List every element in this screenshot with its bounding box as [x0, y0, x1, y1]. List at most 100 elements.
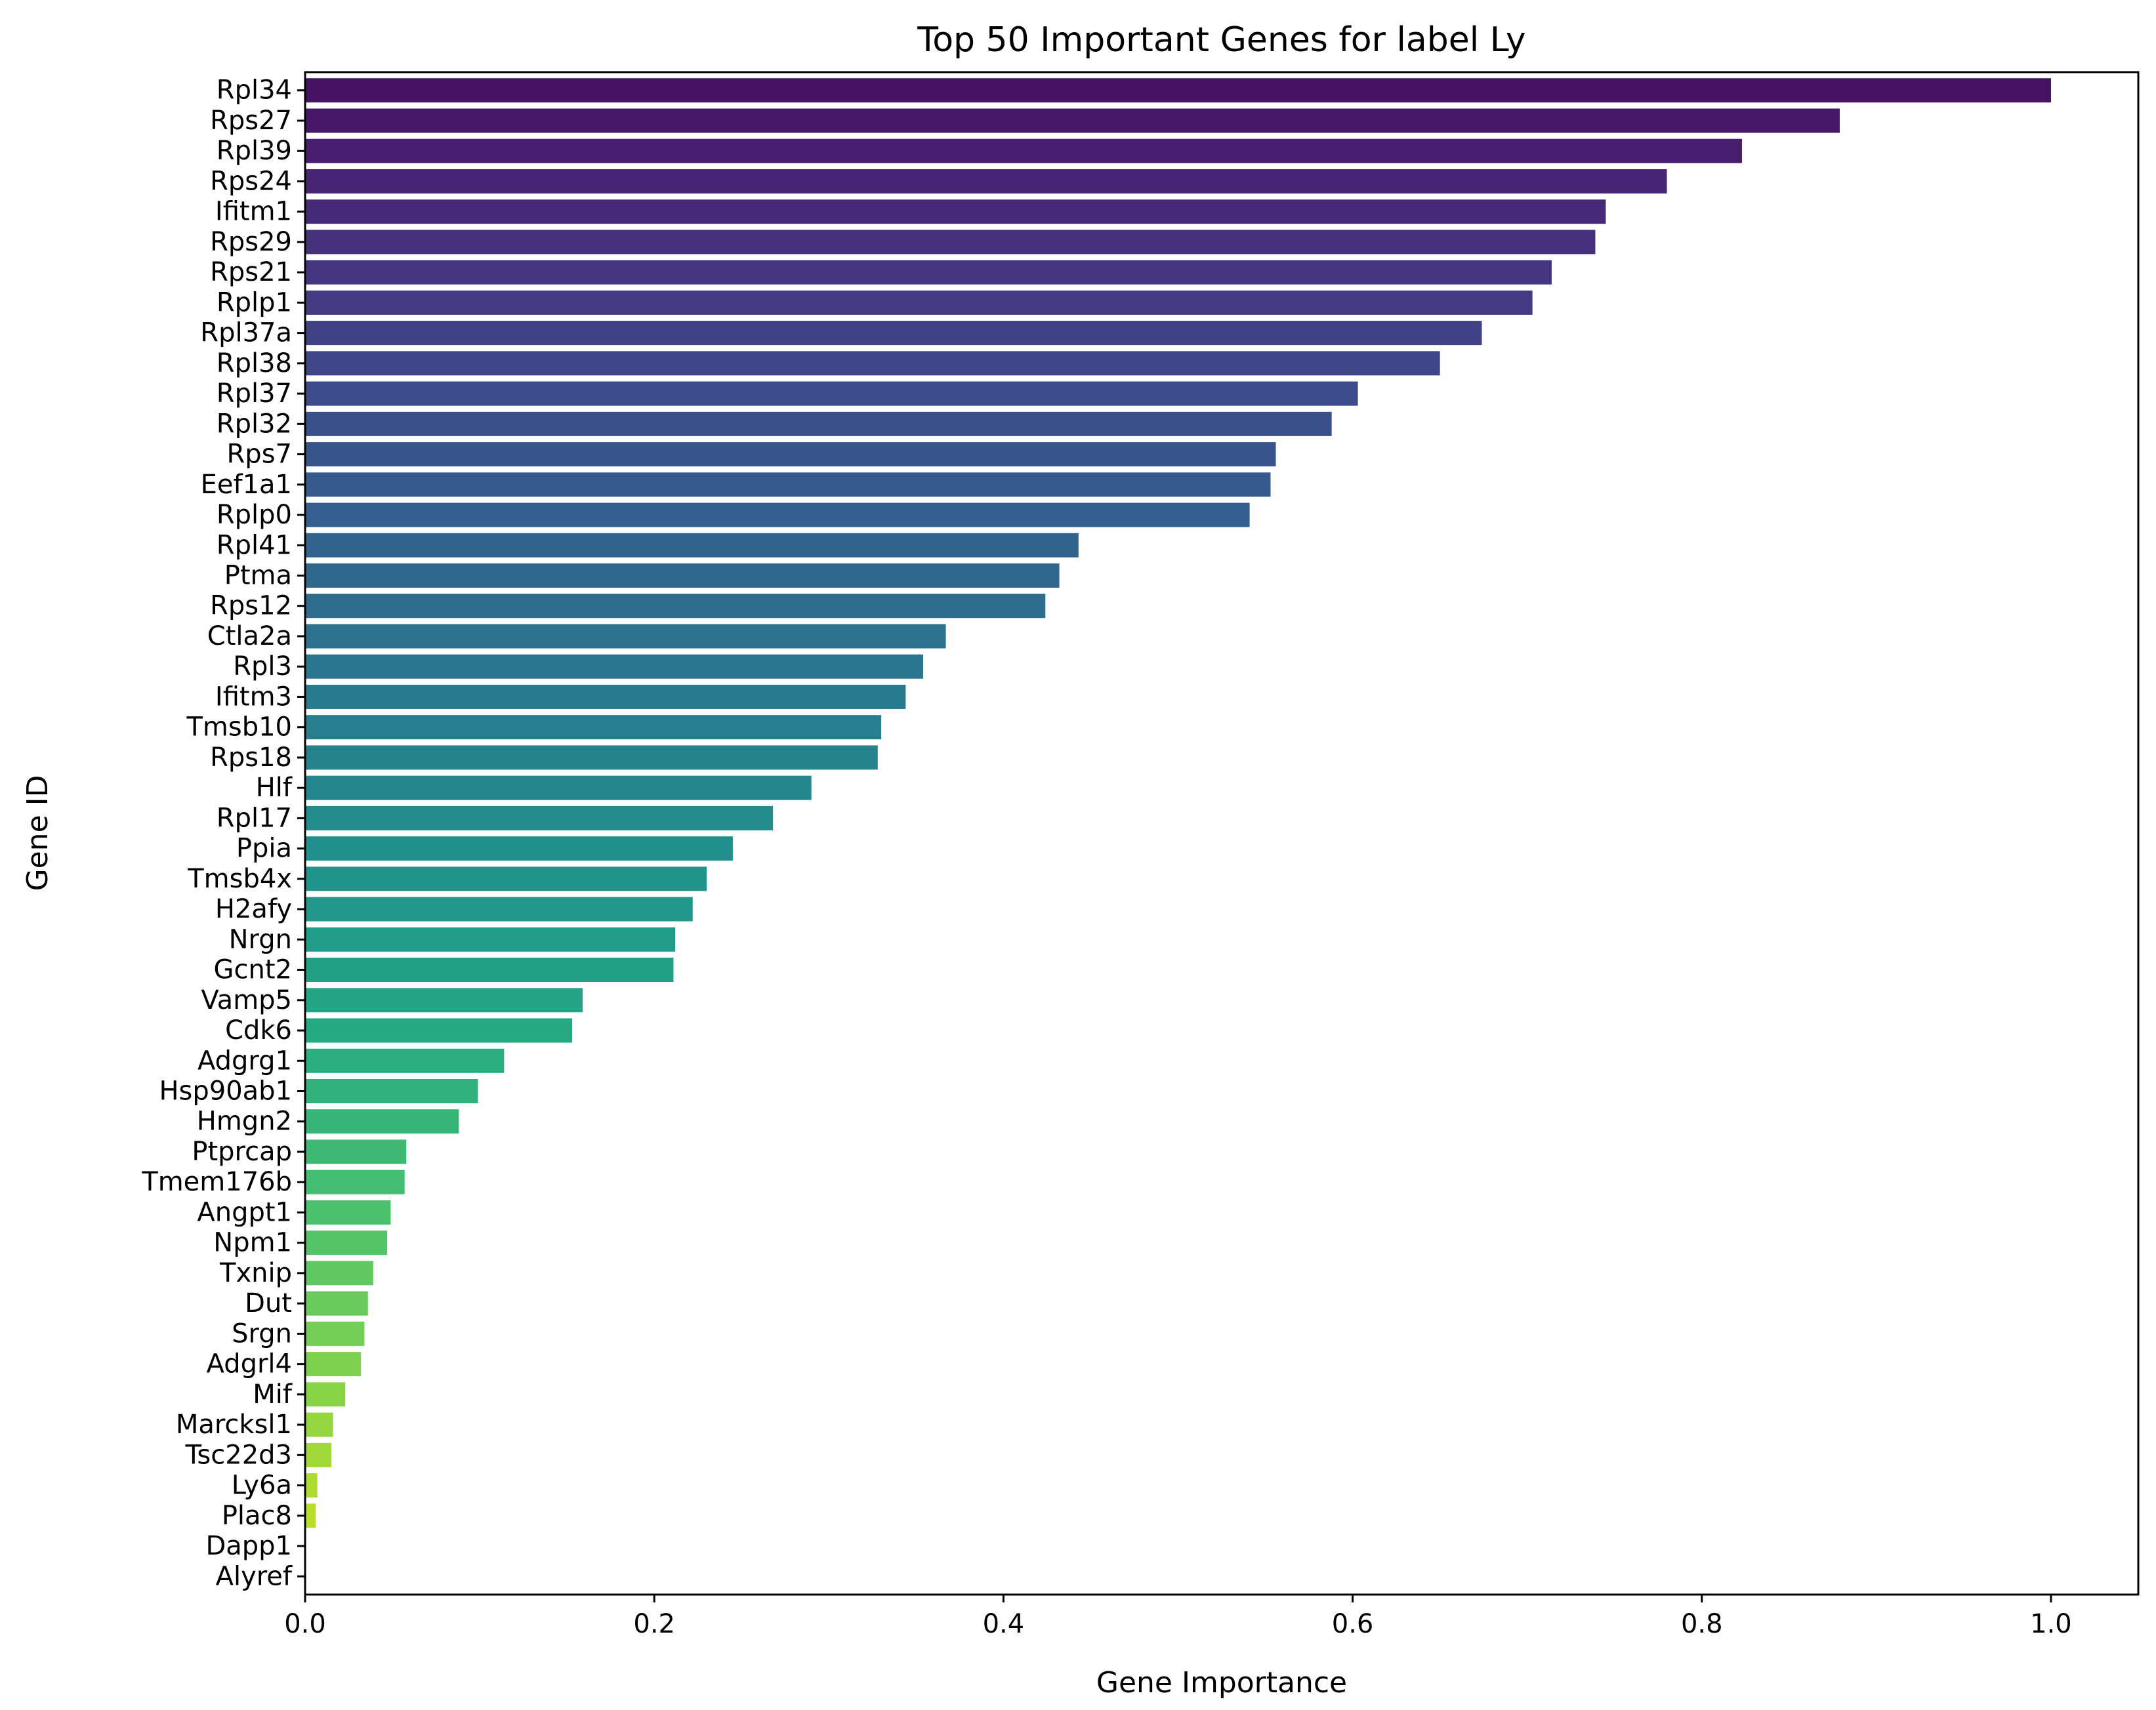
- bar-hmgn2: [305, 1109, 459, 1134]
- bars-group: [305, 78, 2051, 1528]
- y-tick-label: Npm1: [213, 1228, 292, 1258]
- y-tick-label: Rpl32: [217, 409, 292, 439]
- y-tick-label: Rplp0: [217, 500, 292, 530]
- y-tick-label: Plac8: [222, 1501, 292, 1531]
- bar-rpl17: [305, 805, 774, 830]
- bar-rpl34: [305, 78, 2051, 103]
- y-tick-label: Adgrg1: [197, 1046, 292, 1076]
- bar-srgn: [305, 1321, 365, 1346]
- y-tick-label: Rps29: [210, 227, 292, 257]
- y-tick-label: Tsc22d3: [185, 1440, 292, 1470]
- x-ticks: 0.0 0.2 0.4 0.6 0.8 1.0: [284, 1595, 2072, 1639]
- y-tick-label: Hsp90ab1: [159, 1076, 292, 1106]
- bar-rps27: [305, 108, 1840, 133]
- y-tick-label: Rpl37: [217, 378, 292, 409]
- bar-rps21: [305, 260, 1552, 285]
- x-tick-label: 0.0: [284, 1609, 326, 1639]
- x-tick-label: 0.6: [1332, 1609, 1374, 1639]
- bar-tmem176b: [305, 1170, 405, 1194]
- y-tick-label: Hmgn2: [197, 1107, 292, 1137]
- y-tick-label: Ptprcap: [192, 1137, 292, 1167]
- bar-rpl41: [305, 533, 1079, 558]
- y-tick-label: Rps7: [227, 439, 292, 470]
- bar-rps18: [305, 745, 878, 770]
- bar-ppia: [305, 836, 733, 861]
- y-tick-label: H2afy: [215, 894, 292, 924]
- y-tick-label: Ppia: [236, 834, 292, 864]
- y-tick-label: Tmsb10: [186, 712, 292, 743]
- bar-rps24: [305, 169, 1667, 193]
- x-tick-label: 1.0: [2030, 1609, 2072, 1639]
- y-tick-label: Gcnt2: [214, 955, 292, 985]
- bar-plac8: [305, 1503, 316, 1528]
- y-tick-label: Mif: [253, 1379, 293, 1410]
- bar-gcnt2: [305, 958, 674, 983]
- y-tick-label: Dut: [245, 1288, 292, 1318]
- y-tick-label: Rpl34: [217, 75, 292, 106]
- y-tick-label: Ifitm1: [215, 197, 292, 227]
- y-tick-label: Rps18: [210, 743, 292, 773]
- bar-rpl38: [305, 351, 1440, 376]
- x-tick-label: 0.8: [1681, 1609, 1723, 1639]
- bar-rps7: [305, 442, 1276, 467]
- y-tick-label: Tmem176b: [141, 1167, 292, 1197]
- bar-h2afy: [305, 897, 693, 922]
- bar-tsc22d3: [305, 1442, 331, 1467]
- x-tick-label: 0.2: [633, 1609, 675, 1639]
- y-tick-label: Rps12: [210, 591, 292, 621]
- bar-vamp5: [305, 988, 583, 1013]
- y-tick-label: Hlf: [256, 773, 293, 803]
- bar-rplp1: [305, 290, 1533, 315]
- y-tick-label: Rpl41: [217, 530, 292, 560]
- y-tick-label: Alyref: [216, 1561, 293, 1591]
- y-tick-label: Rpl37a: [200, 318, 292, 348]
- bar-mif: [305, 1382, 346, 1407]
- y-tick-label: Tmsb4x: [187, 864, 292, 894]
- x-axis-title: Gene Importance: [1096, 1666, 1347, 1700]
- bar-marcksl1: [305, 1412, 333, 1437]
- y-tick-label: Rps21: [210, 257, 292, 287]
- y-tick-label: Ifitm3: [215, 682, 292, 712]
- chart-title: Top 50 Important Genes for label Ly: [917, 20, 1525, 60]
- y-tick-label: Eef1a1: [201, 470, 292, 500]
- bar-rpl3: [305, 654, 923, 679]
- bar-eef1a1: [305, 472, 1271, 497]
- y-tick-labels: Rpl34Rps27Rpl39Rps24Ifitm1Rps29Rps21Rplp…: [141, 75, 305, 1591]
- bar-ptprcap: [305, 1139, 407, 1164]
- bar-ifitm3: [305, 684, 906, 709]
- bar-rpl32: [305, 411, 1332, 436]
- y-tick-label: Cdk6: [225, 1015, 292, 1046]
- x-tick-label: 0.4: [983, 1609, 1025, 1639]
- y-tick-label: Srgn: [232, 1318, 292, 1349]
- bar-angpt1: [305, 1200, 391, 1225]
- bar-nrgn: [305, 927, 676, 952]
- bar-hsp90ab1: [305, 1079, 478, 1103]
- bar-adgrg1: [305, 1048, 505, 1073]
- y-tick-label: Adgrl4: [207, 1349, 292, 1379]
- bar-rpl39: [305, 138, 1742, 163]
- y-tick-label: Dapp1: [205, 1531, 292, 1561]
- y-tick-label: Ptma: [224, 561, 292, 591]
- bar-dut: [305, 1291, 368, 1316]
- bar-ifitm1: [305, 199, 1606, 224]
- bar-ly6a: [305, 1473, 318, 1498]
- y-tick-label: Rplp1: [217, 287, 292, 317]
- y-axis-title: Gene ID: [21, 775, 54, 891]
- bar-rplp0: [305, 502, 1250, 527]
- y-tick-label: Rpl3: [233, 651, 292, 682]
- bar-rpl37a: [305, 321, 1482, 346]
- y-tick-label: Rpl17: [217, 803, 292, 833]
- bar-hlf: [305, 775, 812, 800]
- bar-rps29: [305, 230, 1596, 254]
- bar-txnip: [305, 1261, 373, 1286]
- y-tick-label: Rps27: [210, 106, 292, 136]
- y-tick-label: Rpl39: [217, 136, 292, 166]
- bar-rpl37: [305, 381, 1358, 406]
- y-tick-label: Txnip: [219, 1258, 292, 1288]
- bar-tmsb10: [305, 715, 882, 740]
- y-tick-label: Nrgn: [229, 924, 292, 954]
- bar-ctla2a: [305, 624, 946, 649]
- bar-npm1: [305, 1231, 388, 1255]
- bar-tmsb4x: [305, 866, 707, 891]
- y-tick-label: Vamp5: [201, 985, 292, 1015]
